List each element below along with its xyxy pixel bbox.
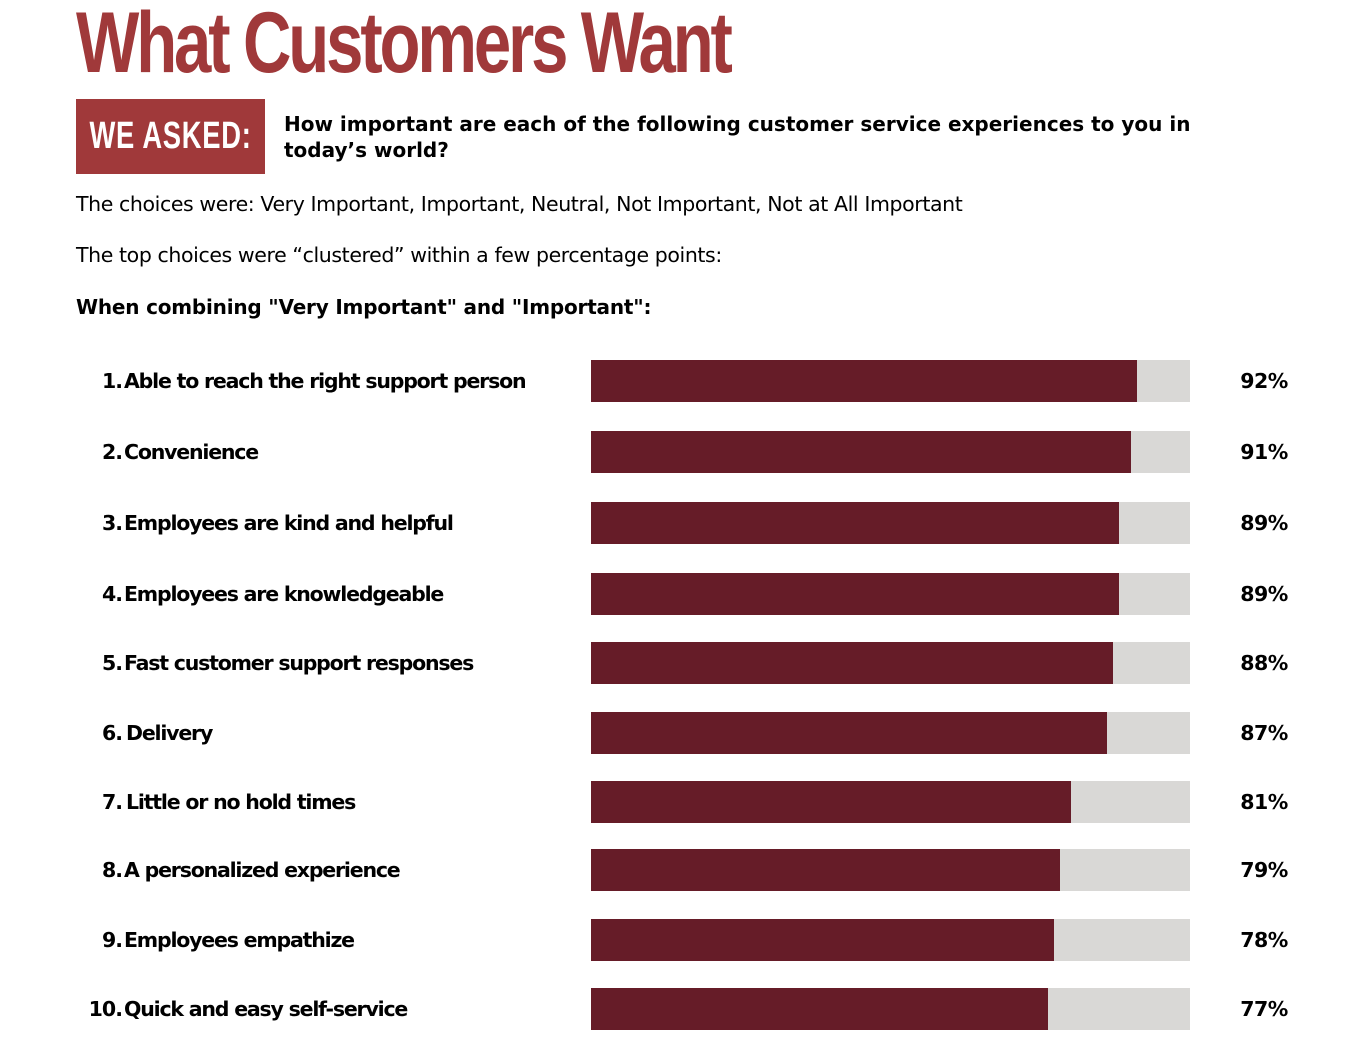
rank-number: 1. [101,369,123,393]
rank-number: 5. [101,651,123,675]
page-title: What Customers Want [76,0,733,91]
category-label: Delivery [126,721,213,745]
rank-number: 6. [101,721,123,745]
bar-fill [591,431,1131,473]
chart-row: 4. Employees are knowledgeable 89% [0,573,1372,615]
clustered-line: The top choices were “clustered” within … [76,243,722,267]
bar-track [591,431,1190,473]
category-label: Employees are knowledgeable [124,582,444,606]
bar-track [591,573,1190,615]
rank-number: 8. [101,858,123,882]
category-label: A personalized experience [124,858,401,882]
bar-track [591,919,1190,961]
category-label: Little or no hold times [126,790,356,814]
bar-fill [591,781,1071,823]
category-label: Quick and easy self-service [124,997,408,1021]
rank-number: 10. [88,997,123,1021]
category-label: Convenience [124,440,259,464]
bar-fill [591,502,1119,544]
bar-track [591,712,1190,754]
bar-fill [591,642,1113,684]
we-asked-label: WE ASKED: [89,115,252,157]
chart-row: 7. Little or no hold times 81% [0,781,1372,823]
value-label: 81% [1240,790,1288,814]
value-label: 78% [1240,928,1288,952]
rank-number: 7. [101,790,123,814]
bar-track [591,502,1190,544]
bar-fill [591,712,1107,754]
bar-track [591,642,1190,684]
chart-row: 3. Employees are kind and helpful 89% [0,502,1372,544]
value-label: 89% [1240,582,1288,606]
rank-number: 2. [101,440,123,464]
category-label: Fast customer support responses [124,651,474,675]
value-label: 91% [1240,440,1288,464]
survey-question: How important are each of the following … [284,112,1191,162]
bar-track [591,849,1190,891]
bar-fill [591,988,1048,1030]
rank-number: 3. [101,511,123,535]
choices-line: The choices were: Very Important, Import… [76,192,963,216]
bar-fill [591,919,1054,961]
category-label: Employees empathize [124,928,355,952]
chart-row: 8. A personalized experience 79% [0,849,1372,891]
chart-row: 9. Employees empathize 78% [0,919,1372,961]
value-label: 77% [1240,997,1288,1021]
value-label: 87% [1240,721,1288,745]
bar-fill [591,849,1060,891]
bar-fill [591,573,1119,615]
category-label: Able to reach the right support person [124,369,527,393]
value-label: 92% [1240,369,1288,393]
chart-row: 1. Able to reach the right support person… [0,360,1372,402]
chart-row: 10. Quick and easy self-service 77% [0,988,1372,1030]
chart-row: 6. Delivery 87% [0,712,1372,754]
value-label: 88% [1240,651,1288,675]
category-label: Employees are kind and helpful [124,511,454,535]
chart-row: 2. Convenience 91% [0,431,1372,473]
we-asked-badge: WE ASKED: [76,99,265,174]
chart-row: 5. Fast customer support responses 88% [0,642,1372,684]
rank-number: 9. [101,928,123,952]
bar-fill [591,360,1137,402]
bar-track [591,988,1190,1030]
chart-title: When combining "Very Important" and "Imp… [76,295,652,319]
bar-track [591,360,1190,402]
value-label: 89% [1240,511,1288,535]
rank-number: 4. [101,582,123,606]
bar-track [591,781,1190,823]
value-label: 79% [1240,858,1288,882]
